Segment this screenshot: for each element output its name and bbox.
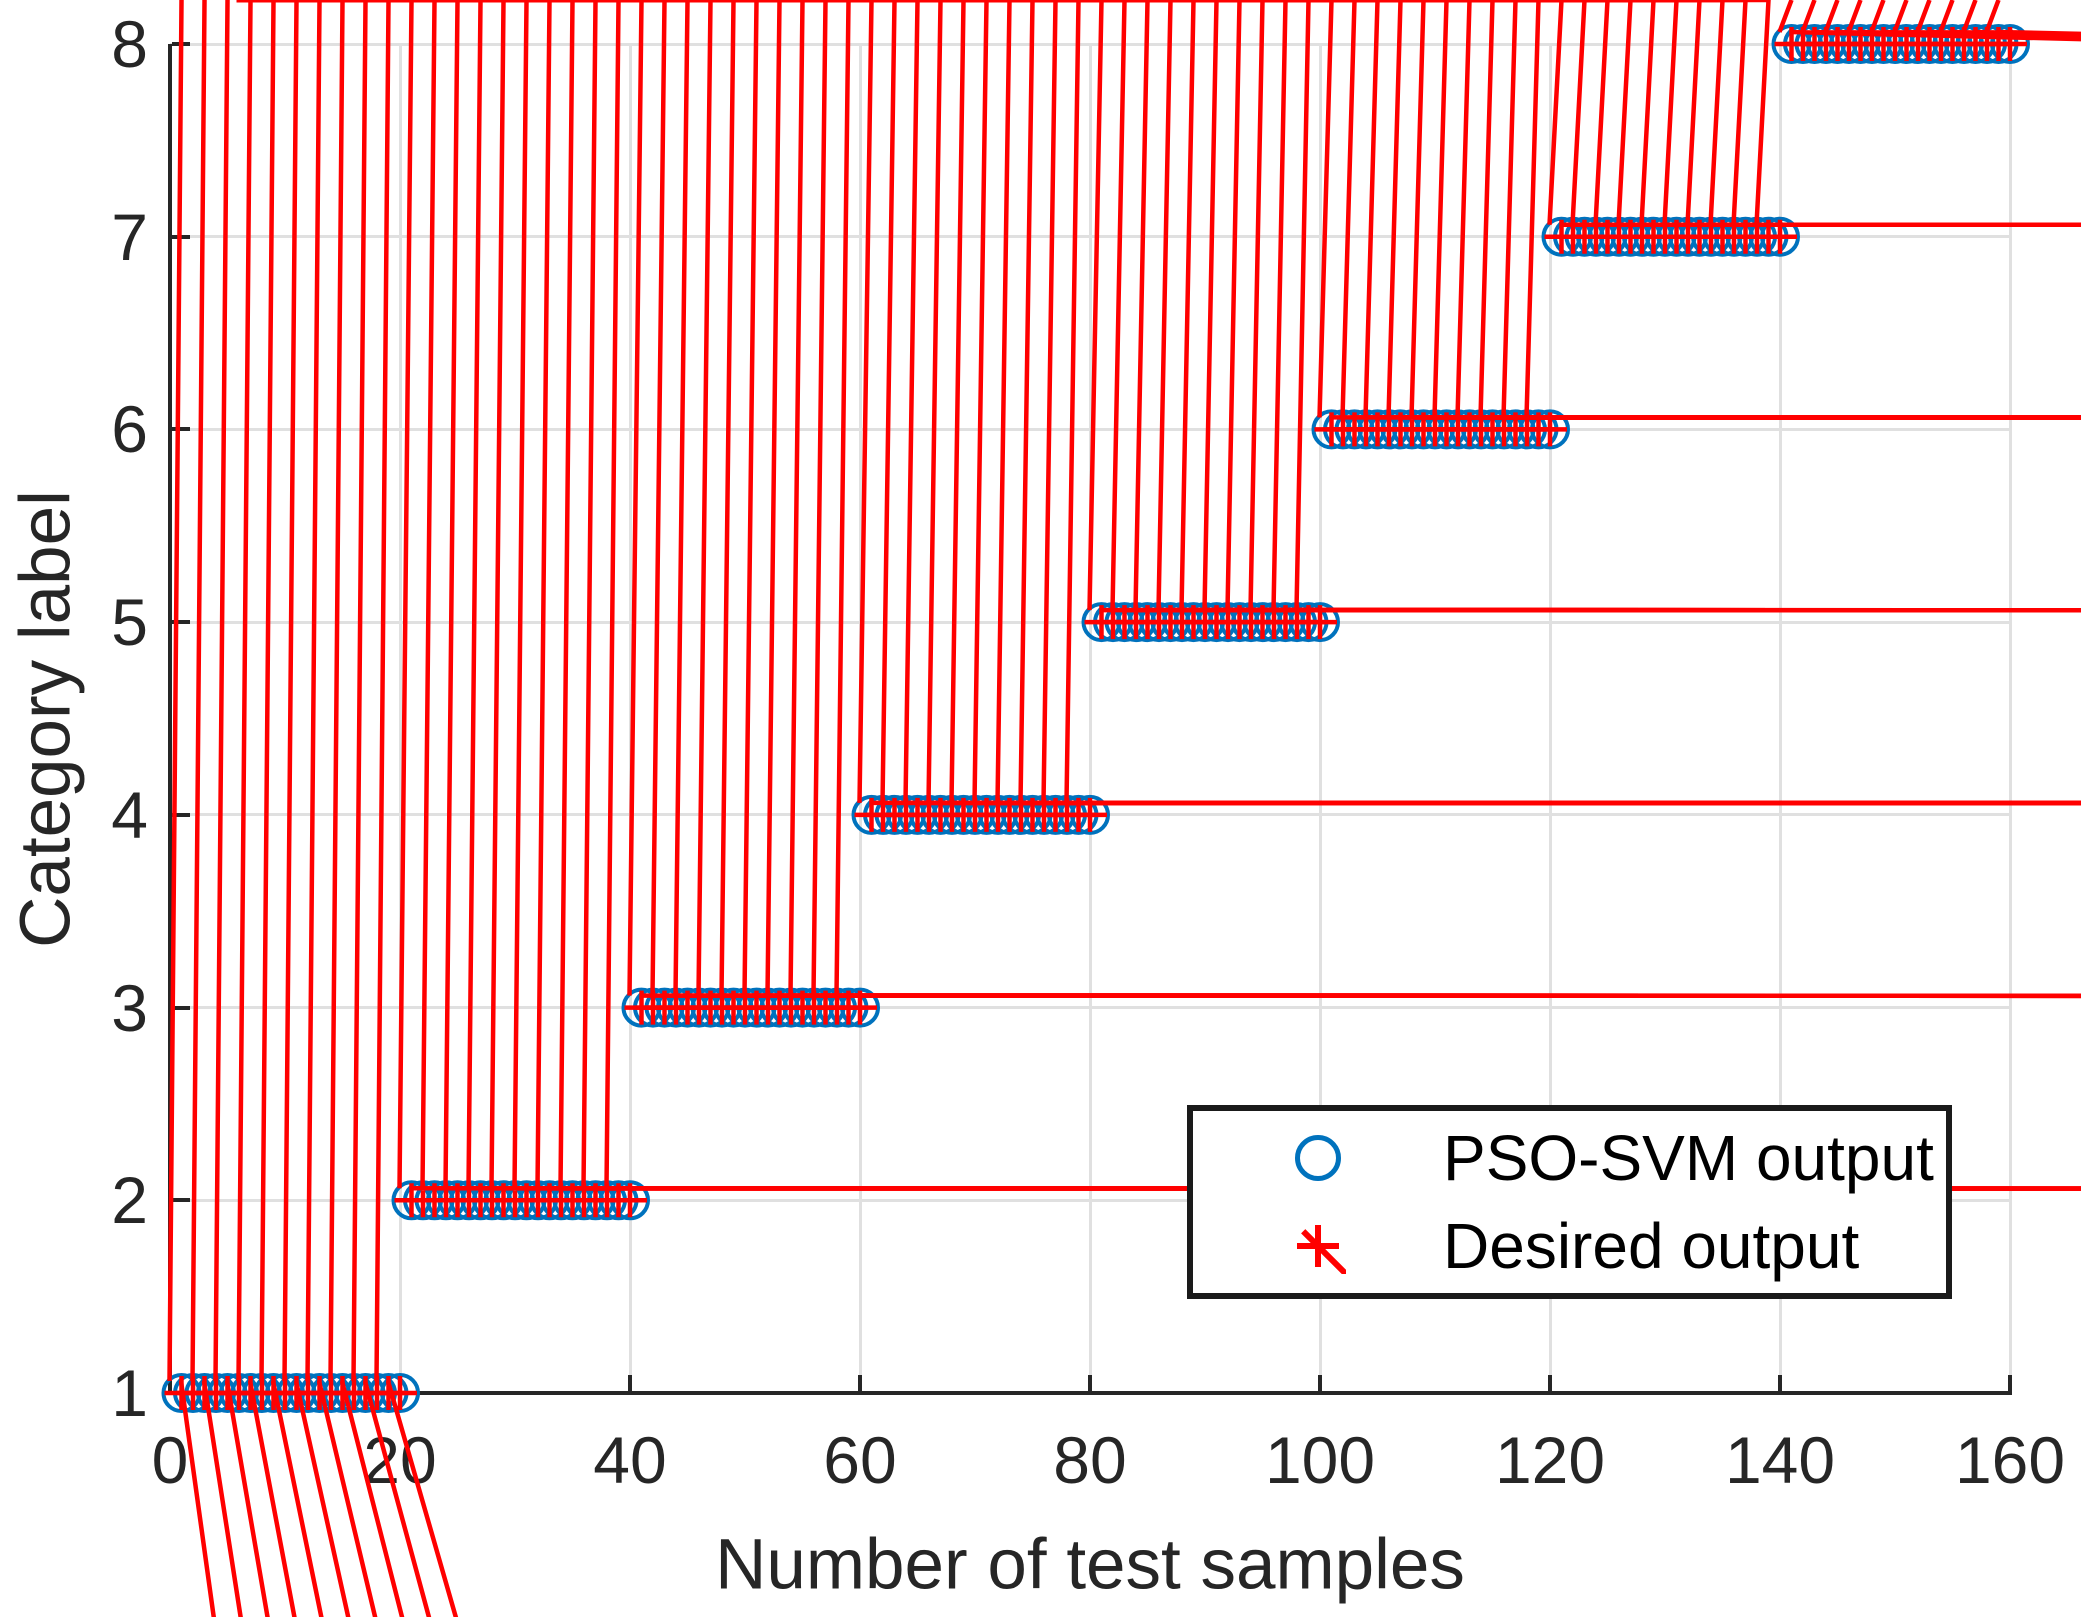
data-marker-asterisk [1303,605,2081,640]
data-marker-asterisk [1763,219,2081,254]
data-marker-asterisk [1855,27,2081,61]
x-tick-label: 20 [363,1423,437,1497]
x-tick-label: 60 [823,1423,897,1497]
horizontal-gridline [170,42,2010,46]
x-tick-label: 120 [1494,1423,1606,1497]
data-marker-asterisk [1924,27,2081,61]
y-tick-label: 5 [111,585,148,660]
y-axis-title: Category label [6,490,86,948]
y-tick-label: 6 [111,392,148,467]
data-marker-asterisk [1533,412,2081,447]
data-marker-asterisk [429,0,1418,447]
data-marker-asterisk [622,0,1142,640]
y-tick-label: 1 [111,1356,148,1430]
y-tick-mark [172,812,190,817]
x-axis-spine [168,1391,2012,1395]
circle-marker-icon [1295,1135,1341,1181]
data-marker-asterisk [1809,27,2081,61]
x-tick-label: 160 [1954,1423,2066,1497]
y-tick-mark [172,620,190,625]
data-marker-asterisk [1970,27,2081,61]
y-tick-mark [172,427,190,432]
y-tick-label: 3 [111,970,148,1045]
data-marker-asterisk [814,0,935,832]
horizontal-gridline [170,235,2010,239]
data-marker-asterisk [236,0,1671,254]
y-tick-mark [172,1005,190,1010]
asterisk-marker-icon [1297,1225,1346,1274]
y-tick-label: 7 [111,199,148,274]
x-tick-label: 100 [1264,1423,1376,1497]
data-marker-asterisk [831,0,1008,1025]
y-tick-label: 8 [111,7,148,81]
data-marker-asterisk [1947,27,2081,61]
legend-circle-glyph [1295,1135,1341,1181]
y-tick-label: 4 [111,777,148,852]
data-marker-asterisk [1993,27,2081,61]
x-tick-mark [168,1375,172,1393]
data-marker-asterisk [843,990,2081,1025]
data-marker-asterisk [417,0,1201,1218]
vertical-gridline [1778,44,1782,1393]
data-marker-asterisk [1878,27,2081,61]
legend-entry-pso-svm: PSO-SVM output [1193,1114,1946,1202]
x-tick-mark [1548,1375,1552,1393]
horizontal-gridline [170,1198,2010,1202]
y-tick-label: 2 [111,1163,148,1238]
data-marker-asterisk [429,0,1556,447]
x-tick-label: 140 [1724,1423,1836,1497]
data-marker-asterisk [1073,797,2081,832]
vertical-gridline [398,44,402,1393]
x-tick-label: 0 [151,1423,189,1497]
x-tick-mark [1318,1375,1322,1393]
x-tick-mark [1088,1375,1092,1393]
data-marker-asterisk [1786,27,2081,61]
x-tick-mark [2008,1375,2012,1393]
x-tick-label: 40 [593,1423,667,1497]
y-axis-spine [168,44,172,1395]
horizontal-gridline [170,1006,2010,1010]
legend-entry-desired: Desired output [1193,1202,1946,1290]
data-marker-asterisk [613,1183,2081,1218]
x-axis-title: Number of test samples [715,1525,1465,1605]
legend-marker-cell [1193,1130,1443,1186]
legend-marker-cell [1193,1218,1443,1274]
x-tick-label: 80 [1053,1423,1127,1497]
legend-label: Desired output [1443,1210,1860,1282]
vertical-gridline [1318,44,1322,1393]
vertical-gridline [2008,44,2012,1393]
vertical-gridline [1548,44,1552,1393]
x-tick-mark [628,1375,632,1393]
y-tick-mark [172,1198,190,1203]
data-marker-asterisk [1832,27,2081,61]
x-tick-mark [1778,1375,1782,1393]
legend: PSO-SVM output Desired output [1187,1105,1952,1299]
legend-label: PSO-SVM output [1443,1122,1934,1194]
data-marker-asterisk [814,0,1073,832]
x-tick-mark [858,1375,862,1393]
legend-asterisk-glyph [1297,1225,1346,1274]
horizontal-gridline [170,427,2010,431]
data-marker-asterisk [383,1376,459,1617]
vertical-gridline [1088,44,1092,1393]
data-marker-asterisk [1901,27,2081,61]
vertical-gridline [628,44,632,1393]
